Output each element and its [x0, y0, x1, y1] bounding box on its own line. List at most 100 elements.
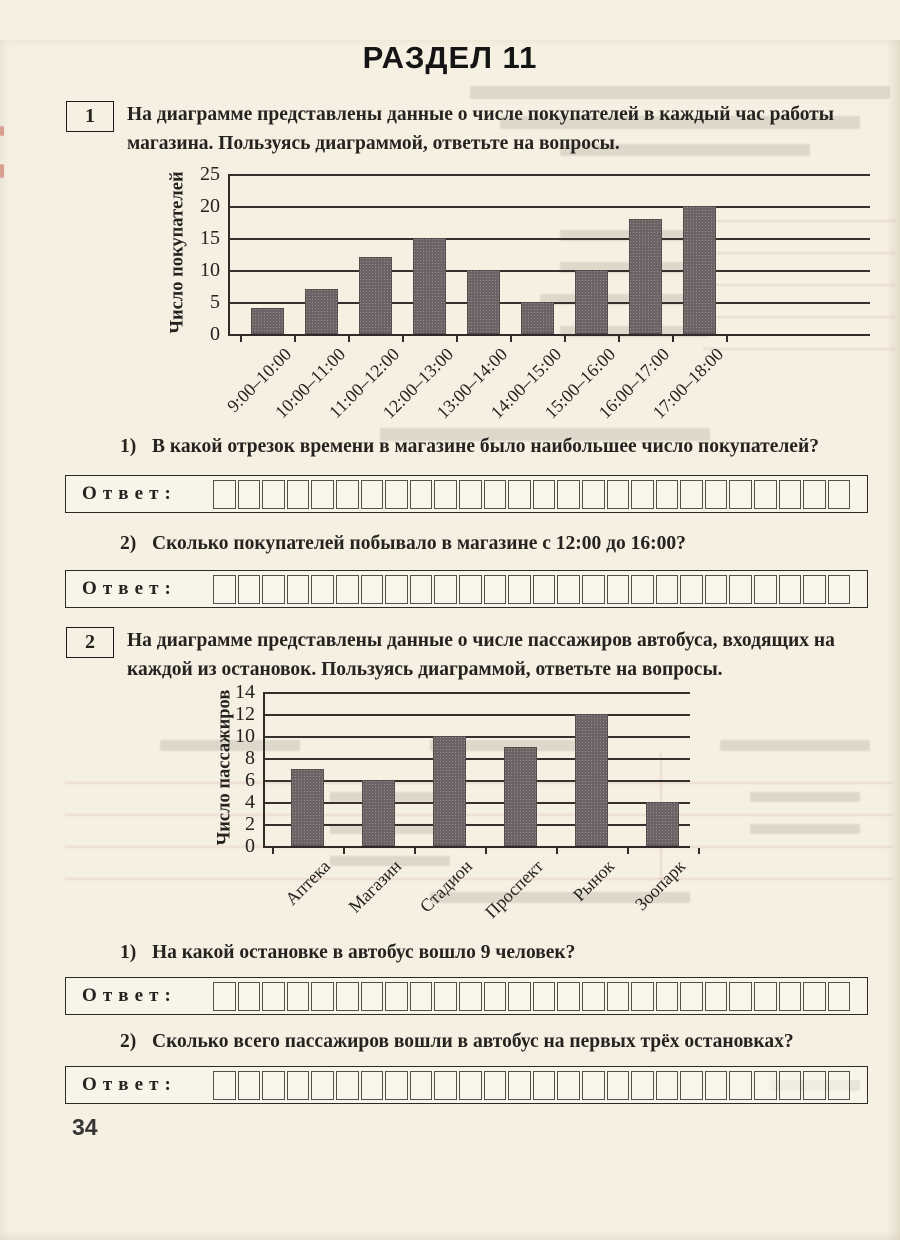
problem-1: 1 На диаграмме представлены данные о чис…	[66, 100, 865, 158]
answer-cell	[581, 981, 605, 1011]
answer-cell	[360, 981, 384, 1011]
answer-cell	[237, 1070, 261, 1100]
y-tick-label: 4	[245, 791, 255, 813]
bar	[466, 270, 500, 334]
y-tick-label: 2	[245, 813, 255, 835]
gridline	[265, 692, 690, 694]
answer-cell	[729, 479, 753, 509]
y-tick-label: 10	[235, 725, 255, 747]
answer-cell	[434, 479, 457, 509]
answer-cell	[581, 479, 605, 509]
answer-cell	[262, 1070, 285, 1100]
answer-cell	[557, 981, 580, 1011]
answer-cell	[606, 479, 630, 509]
problem-2-question-1: 1) На какой остановке в автобус вошло 9 …	[120, 938, 865, 967]
answer-cell	[360, 479, 384, 509]
answer-cell	[508, 574, 531, 604]
answer-cell	[754, 479, 777, 509]
answer-cell	[508, 479, 531, 509]
bar	[250, 308, 284, 334]
x-tick	[272, 847, 274, 854]
bar-chart-passengers: Число пассажиров 0 2 4 6 8 10 12 14 Аптека Магазин…	[185, 681, 900, 932]
gridline	[265, 714, 690, 716]
bar	[520, 302, 554, 334]
answer-cell	[557, 1070, 580, 1100]
x-tick	[698, 847, 700, 854]
bar	[682, 206, 716, 334]
plot-area	[263, 692, 700, 854]
answer-cell	[655, 981, 679, 1011]
answer-cell	[434, 1070, 457, 1100]
x-tick	[348, 335, 350, 342]
answer-cell	[385, 479, 408, 509]
y-tick-label: 8	[245, 747, 255, 769]
problem-1-statement: На диаграмме представлены данные о числе…	[127, 104, 834, 154]
answer-cell	[335, 574, 359, 604]
answer-cells	[213, 981, 851, 1011]
answer-cell	[262, 479, 285, 509]
answer-cell	[286, 574, 310, 604]
answer-cell	[631, 981, 654, 1011]
x-tick	[240, 335, 242, 342]
answer-cell	[458, 981, 482, 1011]
x-tick	[564, 335, 566, 342]
x-tick	[556, 847, 558, 854]
bar	[575, 714, 608, 846]
answer-cell	[557, 574, 580, 604]
answer-label: Ответ:	[82, 483, 177, 504]
question-text: На какой остановке в автобус вошло 9 чел…	[152, 942, 576, 963]
answer-cell	[508, 981, 531, 1011]
answer-cell	[508, 1070, 531, 1100]
gridline	[265, 736, 690, 738]
problem-2-question-2: 2) Сколько всего пассажиров вошли в авто…	[120, 1027, 865, 1056]
x-tick	[294, 335, 296, 342]
answer-cell	[385, 981, 408, 1011]
answer-cell	[532, 574, 556, 604]
answer-cell	[729, 574, 753, 604]
gridline	[230, 206, 870, 208]
answer-cell	[631, 1070, 654, 1100]
answer-cell	[631, 479, 654, 509]
answer-cell	[655, 1070, 679, 1100]
answer-cell	[704, 1070, 728, 1100]
answer-cell	[335, 981, 359, 1011]
answer-cell	[483, 479, 507, 509]
bar	[291, 769, 324, 846]
answer-row: Ответ:	[65, 977, 868, 1015]
answer-cell	[409, 479, 433, 509]
question-text: Сколько покупателей побывало в магазине …	[152, 533, 686, 554]
answer-cell	[729, 981, 753, 1011]
y-tick-label: 5	[210, 291, 220, 313]
x-tick	[456, 335, 458, 342]
answer-cells	[213, 1070, 851, 1100]
gridline	[230, 174, 870, 176]
answer-cell	[704, 574, 728, 604]
gridline	[265, 824, 690, 826]
answer-cell	[237, 479, 261, 509]
answer-cell	[409, 981, 433, 1011]
problem-2-statement: На диаграмме представлены данные о числе…	[127, 630, 835, 680]
answer-cell	[704, 479, 728, 509]
answer-cell	[483, 981, 507, 1011]
answer-cell	[458, 574, 482, 604]
section-title: РАЗДЕЛ 11	[362, 40, 538, 75]
answer-cell	[680, 981, 703, 1011]
answer-cell	[213, 1070, 236, 1100]
answer-cell	[262, 981, 285, 1011]
answer-cell	[754, 574, 777, 604]
answer-cell	[286, 479, 310, 509]
answer-cell	[335, 1070, 359, 1100]
answer-cell	[778, 574, 802, 604]
answer-cell	[532, 981, 556, 1011]
y-tick-label: 6	[245, 769, 255, 791]
problem-1-question-2: 2) Сколько покупателей побывало в магази…	[120, 529, 865, 558]
answer-label: Ответ:	[82, 985, 177, 1006]
question-text: Сколько всего пассажиров вошли в автобус…	[152, 1031, 794, 1052]
answer-cell	[237, 981, 261, 1011]
bar	[504, 747, 537, 846]
gridline	[265, 758, 690, 760]
x-tick	[343, 847, 345, 854]
bar	[412, 238, 446, 334]
answer-cell	[360, 574, 384, 604]
bar	[304, 289, 338, 334]
